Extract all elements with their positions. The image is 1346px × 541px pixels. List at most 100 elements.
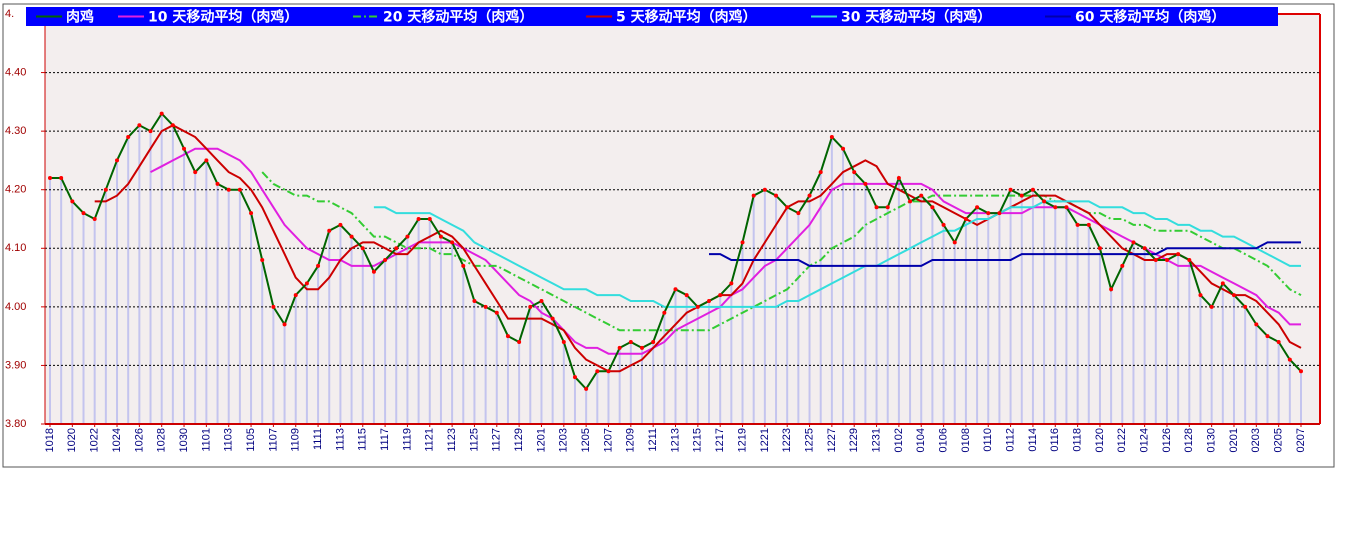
point: [1131, 240, 1136, 245]
point: [1243, 304, 1248, 309]
point: [818, 170, 823, 175]
point: [1086, 222, 1091, 227]
point: [1198, 293, 1203, 298]
point: [517, 340, 522, 344]
point: [193, 170, 198, 175]
point: [718, 293, 723, 298]
point: [383, 258, 388, 262]
x-tick-label: 1105: [245, 428, 257, 452]
point: [796, 211, 801, 216]
point: [159, 111, 164, 116]
x-tick-label: 1026: [133, 428, 145, 452]
x-tick-label: 0207: [1295, 428, 1307, 452]
legend-label: 肉鸡: [66, 9, 94, 26]
point: [394, 246, 399, 251]
point: [785, 205, 790, 210]
legend-box: [26, 7, 1278, 26]
point: [1075, 222, 1080, 227]
x-tick-label: 1209: [625, 428, 637, 452]
point: [1008, 187, 1013, 192]
x-tick-label: 0116: [1049, 428, 1061, 452]
point: [92, 217, 97, 221]
x-tick-label: 1215: [692, 428, 704, 452]
x-tick-label: 1113: [334, 428, 346, 451]
x-tick-label: 1127: [491, 428, 503, 452]
x-tick-label: 1213: [669, 428, 681, 452]
point: [986, 211, 991, 216]
x-tick-label: 1119: [401, 428, 413, 451]
point: [472, 299, 477, 303]
legend-label: 10 天移动平均（肉鸡）: [148, 9, 298, 26]
point: [137, 123, 142, 128]
legend-label: 60 天移动平均（肉鸡）: [1075, 9, 1225, 26]
point: [1187, 258, 1192, 262]
point: [237, 187, 242, 192]
point: [81, 211, 86, 216]
point: [338, 222, 343, 227]
y-tick-label: 4.30: [5, 125, 26, 137]
x-tick-label: 1123: [446, 428, 458, 452]
x-tick-label: 1115: [357, 428, 369, 451]
x-tick-label: 1227: [826, 428, 838, 452]
point: [975, 205, 980, 210]
x-tick-label: 1103: [223, 428, 235, 452]
point: [617, 345, 622, 350]
x-tick-label: 0118: [1072, 428, 1084, 452]
x-tick-label: 1201: [535, 428, 547, 452]
x-tick-label: 1117: [379, 428, 391, 451]
x-tick-label: 0126: [1161, 428, 1173, 452]
x-tick-label: 0205: [1273, 428, 1285, 452]
point: [997, 211, 1002, 216]
point: [103, 187, 108, 192]
point: [1053, 205, 1058, 210]
point: [316, 263, 321, 268]
point: [282, 322, 287, 327]
point: [1299, 369, 1303, 374]
point: [684, 293, 689, 298]
point: [461, 263, 466, 268]
series-line: [261, 171, 1302, 332]
point: [762, 187, 767, 192]
x-tick-label: 0124: [1139, 428, 1151, 452]
point: [740, 240, 745, 245]
x-tick-label: 1101: [200, 428, 212, 452]
point: [1164, 258, 1169, 262]
x-tick-label: 1030: [178, 428, 190, 452]
point: [115, 158, 120, 163]
point: [1209, 304, 1214, 309]
point: [260, 258, 265, 262]
point: [707, 299, 712, 303]
x-tick-label: 0120: [1094, 428, 1106, 452]
point: [539, 299, 544, 303]
point: [841, 146, 846, 151]
point: [695, 304, 700, 309]
x-tick-label: 0122: [1116, 428, 1128, 452]
x-tick-label: 1225: [803, 428, 815, 452]
y-tick-label: 4.00: [5, 301, 26, 313]
point: [628, 340, 633, 344]
point: [863, 181, 868, 186]
point: [416, 217, 421, 221]
point: [48, 176, 52, 180]
point: [1153, 258, 1158, 262]
x-tick-label: 1020: [66, 428, 78, 452]
point: [1287, 357, 1292, 362]
point: [371, 269, 376, 274]
point: [170, 123, 175, 128]
point: [1220, 281, 1225, 286]
x-tick-label: 1205: [580, 428, 592, 452]
x-tick-label: 1125: [468, 428, 480, 452]
point: [550, 316, 555, 321]
x-tick-label: 1022: [89, 428, 101, 452]
point: [651, 340, 656, 344]
x-tick-label: 0110: [982, 428, 994, 452]
y-tick-label: 4.: [5, 8, 14, 20]
x-tick-label: 1221: [759, 428, 771, 452]
series-line: [150, 147, 1301, 355]
point: [952, 240, 957, 245]
point: [807, 193, 812, 198]
point: [896, 176, 901, 180]
x-tick-label: 0130: [1206, 428, 1218, 452]
x-tick-label: 1203: [558, 428, 570, 452]
